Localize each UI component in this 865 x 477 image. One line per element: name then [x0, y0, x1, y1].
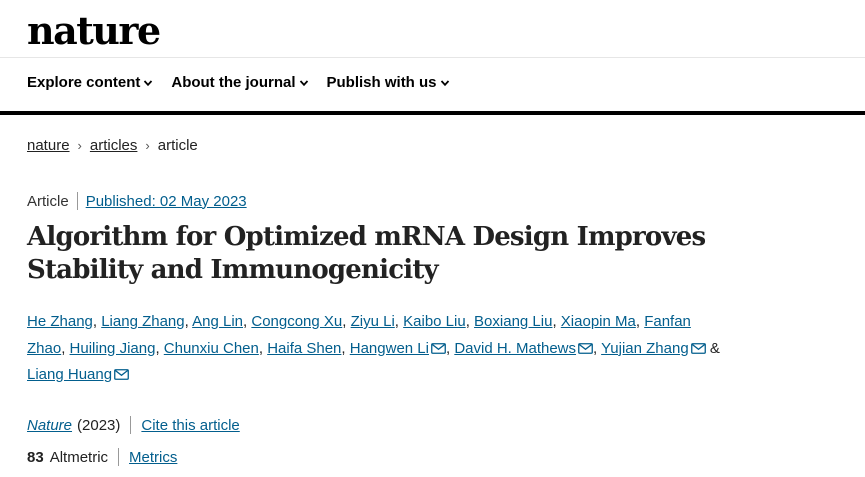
author-link[interactable]: Boxiang Liu [474, 313, 553, 330]
chevron-right-icon: › [145, 138, 150, 153]
author-link[interactable]: Hangwen Li [349, 339, 429, 357]
nav-label: Explore content [27, 74, 141, 91]
author-link[interactable]: Yujian Zhang [601, 339, 689, 357]
nav-about-journal[interactable]: About the journal [171, 74, 308, 91]
divider [118, 448, 120, 466]
metrics-line: 83 Altmetric Metrics [27, 448, 177, 466]
article-type: Article [27, 192, 69, 210]
title-line-1: Algorithm for Optimized mRNA Design Impr… [27, 222, 706, 252]
nav-rule [0, 111, 865, 115]
mail-icon[interactable] [578, 342, 593, 354]
altmetric-label: Altmetric [49, 448, 109, 466]
mail-icon[interactable] [114, 369, 129, 380]
author-link[interactable]: Zhao [27, 339, 62, 357]
breadcrumb-articles[interactable]: articles [89, 137, 138, 154]
author-link[interactable]: Xiaopin Ma [560, 313, 636, 330]
cite-this-article-link[interactable]: Cite this article [141, 416, 240, 434]
journal-link[interactable]: Nature [27, 416, 73, 434]
divider [130, 416, 132, 434]
citation-line: Nature (2023) Cite this article [27, 416, 240, 434]
metrics-link[interactable]: Metrics [129, 448, 178, 466]
author-link[interactable]: Liang Huang [27, 366, 113, 383]
author-link[interactable]: Kaibo Liu [403, 313, 466, 330]
author-link[interactable]: He Zhang [27, 313, 93, 330]
breadcrumb: nature › articles › article [27, 137, 198, 154]
nav-publish-with-us[interactable]: Publish with us [327, 74, 450, 91]
chevron-down-icon [299, 79, 308, 86]
nature-logo[interactable]: nature [27, 8, 161, 53]
nav-label: Publish with us [326, 74, 437, 91]
author-link[interactable]: Fanfan [644, 313, 691, 330]
author-link[interactable]: Chunxiu Chen [163, 339, 259, 357]
nav-label: About the journal [171, 74, 296, 91]
author-link[interactable]: Liang Zhang [101, 313, 185, 330]
mail-icon[interactable] [431, 342, 446, 354]
author-link[interactable]: Haifa Shen [267, 339, 342, 357]
article-meta: Article Published: 02 May 2023 [27, 192, 247, 210]
mail-icon[interactable] [690, 342, 706, 354]
article-title: Algorithm for Optimized mRNA Design Impr… [27, 221, 827, 287]
title-line-2: Stability and Immunogenicity [27, 255, 439, 285]
header-divider [0, 57, 865, 58]
author-link[interactable]: David H. Mathews [454, 339, 577, 357]
main-nav: Explore content About the journal Publis… [27, 74, 450, 91]
breadcrumb-current: article [157, 137, 198, 154]
author-list: He Zhang, Liang Zhang, Ang Lin, Congcong… [27, 313, 720, 383]
publication-year: (2023) [77, 416, 121, 434]
author-link[interactable]: Congcong Xu [251, 313, 343, 330]
chevron-down-icon [144, 79, 153, 86]
author-link[interactable]: Ang Lin [192, 313, 244, 330]
author-link[interactable]: Ziyu Li [350, 313, 395, 330]
divider [76, 192, 78, 210]
chevron-right-icon: › [77, 138, 82, 153]
published-date-link[interactable]: Published: 02 May 2023 [85, 192, 247, 210]
author-link[interactable]: Huiling Jiang [69, 339, 156, 357]
nav-explore-content[interactable]: Explore content [27, 74, 153, 91]
breadcrumb-nature[interactable]: nature [27, 137, 70, 154]
altmetric-score: 83 [27, 448, 44, 466]
chevron-down-icon [440, 79, 449, 86]
